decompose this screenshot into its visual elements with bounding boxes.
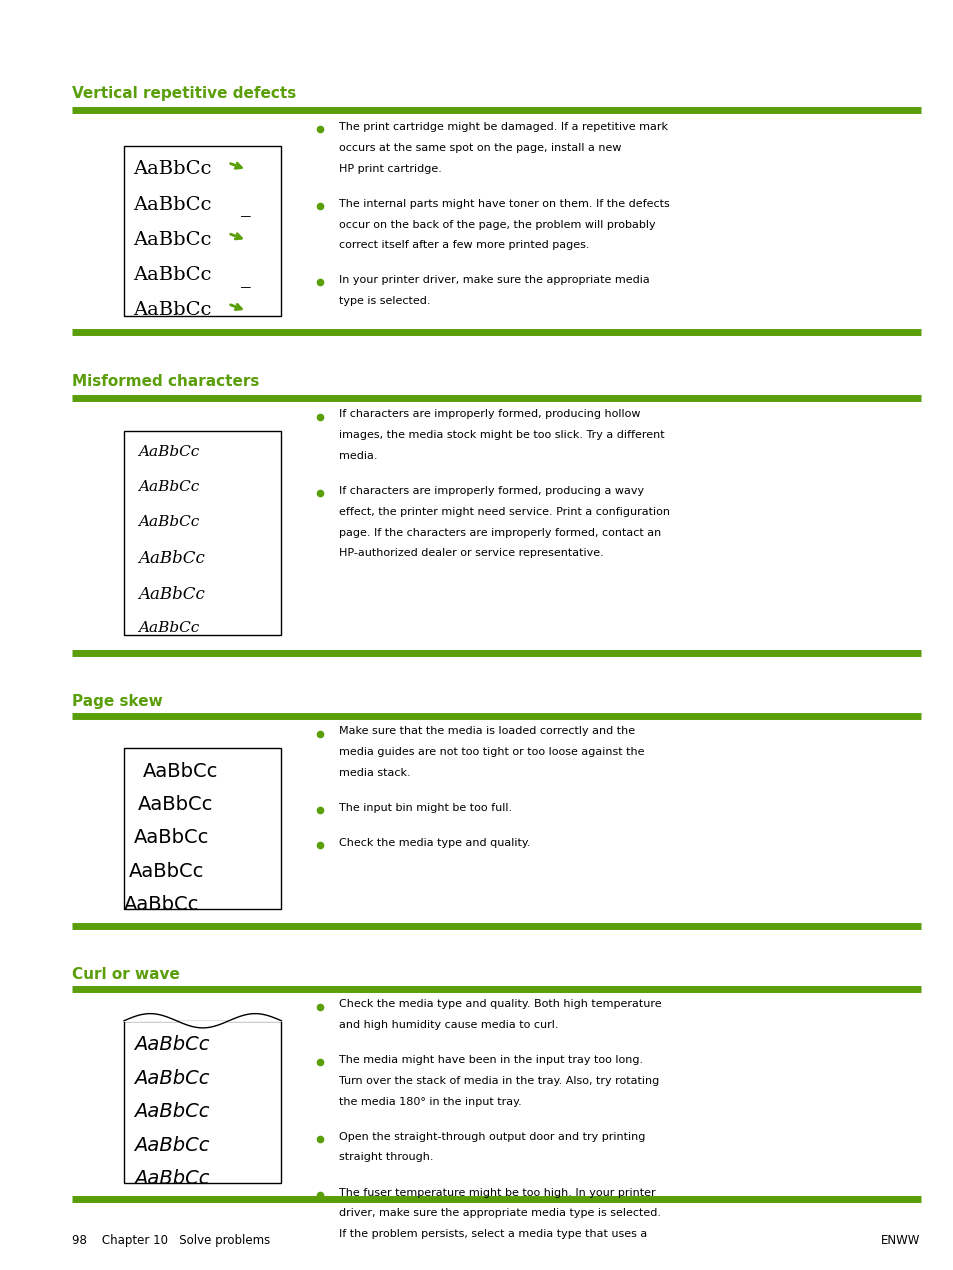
Text: The media might have been in the input tray too long.: The media might have been in the input t… xyxy=(338,1055,642,1066)
Text: AaBbCc: AaBbCc xyxy=(129,862,204,880)
Bar xyxy=(124,748,281,909)
Text: media stack.: media stack. xyxy=(338,768,410,779)
Text: AaBbCc: AaBbCc xyxy=(138,550,205,568)
Text: AaBbCc: AaBbCc xyxy=(133,828,209,847)
Text: AaBbCc: AaBbCc xyxy=(133,301,212,320)
Text: AaBbCc: AaBbCc xyxy=(138,444,199,458)
Text: ENWW: ENWW xyxy=(881,1234,920,1247)
Text: driver, make sure the appropriate media type is selected.: driver, make sure the appropriate media … xyxy=(338,1208,660,1218)
Text: straight through.: straight through. xyxy=(338,1152,433,1162)
Bar xyxy=(124,431,281,635)
Text: The print cartridge might be damaged. If a repetitive mark: The print cartridge might be damaged. If… xyxy=(338,122,667,132)
Text: occurs at the same spot on the page, install a new: occurs at the same spot on the page, ins… xyxy=(338,144,620,152)
Text: AaBbCc: AaBbCc xyxy=(133,1035,209,1054)
Text: The internal parts might have toner on them. If the defects: The internal parts might have toner on t… xyxy=(338,199,669,208)
Text: page. If the characters are improperly formed, contact an: page. If the characters are improperly f… xyxy=(338,527,660,537)
Text: Check the media type and quality.: Check the media type and quality. xyxy=(338,838,530,848)
Text: AaBbCc: AaBbCc xyxy=(133,1068,209,1087)
Text: occur on the back of the page, the problem will probably: occur on the back of the page, the probl… xyxy=(338,220,655,230)
Text: HP-authorized dealer or service representative.: HP-authorized dealer or service represen… xyxy=(338,549,603,559)
Text: AaBbCc: AaBbCc xyxy=(133,267,212,284)
Text: images, the media stock might be too slick. Try a different: images, the media stock might be too sli… xyxy=(338,431,663,441)
Text: AaBbCc: AaBbCc xyxy=(133,231,212,249)
Text: _: _ xyxy=(240,269,250,288)
Text: media.: media. xyxy=(338,451,376,461)
Text: media guides are not too tight or too loose against the: media guides are not too tight or too lo… xyxy=(338,747,643,757)
Text: effect, the printer might need service. Print a configuration: effect, the printer might need service. … xyxy=(338,507,669,517)
Text: AaBbCc: AaBbCc xyxy=(133,1170,209,1189)
Text: AaBbCc: AaBbCc xyxy=(143,762,218,781)
Text: AaBbCc: AaBbCc xyxy=(133,160,212,178)
Text: and high humidity cause media to curl.: and high humidity cause media to curl. xyxy=(338,1020,558,1030)
Text: The input bin might be too full.: The input bin might be too full. xyxy=(338,803,511,813)
Text: AaBbCc: AaBbCc xyxy=(133,196,212,213)
Text: AaBbCc: AaBbCc xyxy=(138,621,199,635)
Bar xyxy=(124,1021,281,1184)
Text: AaBbCc: AaBbCc xyxy=(124,895,199,914)
Text: If the problem persists, select a media type that uses a: If the problem persists, select a media … xyxy=(338,1229,646,1240)
Text: If characters are improperly formed, producing a wavy: If characters are improperly formed, pro… xyxy=(338,486,643,497)
Text: If characters are improperly formed, producing hollow: If characters are improperly formed, pro… xyxy=(338,409,639,419)
Text: Vertical repetitive defects: Vertical repetitive defects xyxy=(71,86,295,102)
Text: AaBbCc: AaBbCc xyxy=(133,1135,209,1154)
Text: AaBbCc: AaBbCc xyxy=(133,1102,209,1121)
Text: Make sure that the media is loaded correctly and the: Make sure that the media is loaded corre… xyxy=(338,726,634,737)
Text: AaBbCc: AaBbCc xyxy=(138,480,199,494)
Text: Check the media type and quality. Both high temperature: Check the media type and quality. Both h… xyxy=(338,999,660,1010)
Text: the media 180° in the input tray.: the media 180° in the input tray. xyxy=(338,1097,521,1106)
Bar xyxy=(124,146,281,316)
Text: type is selected.: type is selected. xyxy=(338,296,430,306)
Text: The fuser temperature might be too high. In your printer: The fuser temperature might be too high.… xyxy=(338,1187,655,1198)
Text: Turn over the stack of media in the tray. Also, try rotating: Turn over the stack of media in the tray… xyxy=(338,1076,659,1086)
Text: correct itself after a few more printed pages.: correct itself after a few more printed … xyxy=(338,240,589,250)
Text: Page skew: Page skew xyxy=(71,695,162,710)
Text: Misformed characters: Misformed characters xyxy=(71,373,258,389)
Text: _: _ xyxy=(240,199,250,217)
Text: Open the straight-through output door and try printing: Open the straight-through output door an… xyxy=(338,1132,644,1142)
Text: AaBbCc: AaBbCc xyxy=(138,516,199,530)
Text: AaBbCc: AaBbCc xyxy=(138,585,205,603)
Text: Curl or wave: Curl or wave xyxy=(71,968,179,982)
Text: In your printer driver, make sure the appropriate media: In your printer driver, make sure the ap… xyxy=(338,276,649,286)
Text: AaBbCc: AaBbCc xyxy=(138,795,213,814)
Text: 98    Chapter 10   Solve problems: 98 Chapter 10 Solve problems xyxy=(71,1234,270,1247)
Text: HP print cartridge.: HP print cartridge. xyxy=(338,164,441,174)
